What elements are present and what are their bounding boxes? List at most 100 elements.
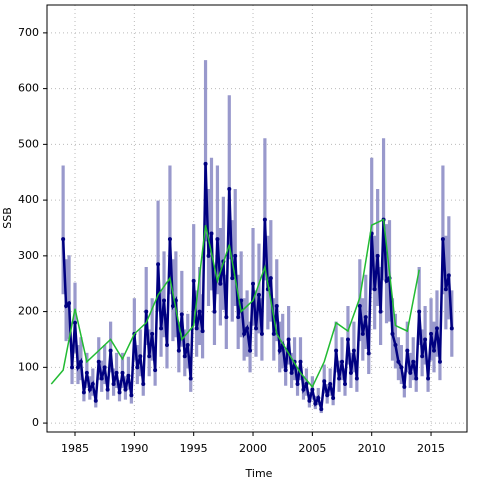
point xyxy=(141,382,146,387)
point xyxy=(340,359,345,364)
point xyxy=(126,373,131,378)
y-tick-label: 0 xyxy=(32,416,39,429)
point xyxy=(375,253,380,258)
point xyxy=(434,326,439,331)
point xyxy=(135,365,140,370)
point xyxy=(123,387,128,392)
y-tick-label: 100 xyxy=(18,360,39,373)
point xyxy=(84,370,89,375)
y-axis-label: SSB xyxy=(1,207,14,229)
point xyxy=(443,287,448,292)
x-tick-label: 1985 xyxy=(61,442,89,455)
point xyxy=(176,348,181,353)
point xyxy=(286,337,291,342)
point xyxy=(239,298,244,303)
point xyxy=(203,161,208,166)
point xyxy=(188,376,193,381)
point xyxy=(354,376,359,381)
point xyxy=(61,237,66,242)
point xyxy=(295,382,300,387)
point xyxy=(170,304,175,309)
point xyxy=(331,395,336,400)
point xyxy=(313,401,318,406)
point xyxy=(366,351,371,356)
point xyxy=(108,348,113,353)
point xyxy=(271,331,276,336)
point xyxy=(420,354,425,359)
point xyxy=(429,331,434,336)
point xyxy=(78,359,83,364)
point xyxy=(446,273,451,278)
point xyxy=(147,354,152,359)
point xyxy=(194,326,199,331)
point xyxy=(245,326,250,331)
point xyxy=(75,365,80,370)
point xyxy=(191,278,196,283)
point xyxy=(408,370,413,375)
y-tick-label: 300 xyxy=(18,249,39,262)
point xyxy=(310,387,315,392)
plot-frame xyxy=(46,4,468,433)
point xyxy=(363,315,368,320)
point xyxy=(440,237,445,242)
x-tick-label: 2015 xyxy=(417,442,445,455)
point xyxy=(328,382,333,387)
point xyxy=(179,312,184,317)
point xyxy=(164,343,169,348)
point xyxy=(325,393,330,398)
point xyxy=(411,359,416,364)
point xyxy=(256,292,261,297)
series-line xyxy=(50,218,420,389)
point xyxy=(90,382,95,387)
point xyxy=(162,298,167,303)
point xyxy=(70,365,75,370)
point xyxy=(405,348,410,353)
x-axis-label: Time xyxy=(245,467,273,480)
point xyxy=(167,237,172,242)
point xyxy=(248,348,253,353)
point xyxy=(182,354,187,359)
point xyxy=(200,329,205,334)
point xyxy=(224,315,229,320)
y-tick-label: 400 xyxy=(18,193,39,206)
point xyxy=(345,337,350,342)
x-tick-label: 1995 xyxy=(180,442,208,455)
point xyxy=(129,393,134,398)
point xyxy=(242,331,247,336)
point xyxy=(274,304,279,309)
y-tick-label: 700 xyxy=(18,26,39,39)
point xyxy=(262,217,267,222)
point xyxy=(197,309,202,314)
point xyxy=(432,348,437,353)
point xyxy=(138,354,143,359)
point xyxy=(351,348,356,353)
x-tick-label: 2010 xyxy=(358,442,386,455)
point xyxy=(316,395,321,400)
point xyxy=(357,304,362,309)
point xyxy=(67,301,72,306)
point xyxy=(437,359,442,364)
point xyxy=(259,331,264,336)
point xyxy=(334,348,339,353)
point xyxy=(153,368,158,373)
point xyxy=(96,359,101,364)
point xyxy=(227,186,232,191)
y-tick-label: 500 xyxy=(18,137,39,150)
point xyxy=(93,398,98,403)
y-tick-label: 200 xyxy=(18,305,39,318)
point xyxy=(277,348,282,353)
point xyxy=(209,231,214,236)
point xyxy=(212,309,217,314)
point xyxy=(396,359,401,364)
point xyxy=(215,237,220,242)
point xyxy=(206,253,211,258)
point xyxy=(150,331,155,336)
point xyxy=(185,343,190,348)
x-tick-label: 1990 xyxy=(120,442,148,455)
point xyxy=(251,281,256,286)
point xyxy=(348,370,353,375)
point xyxy=(342,382,347,387)
point xyxy=(423,337,428,342)
point xyxy=(393,343,398,348)
